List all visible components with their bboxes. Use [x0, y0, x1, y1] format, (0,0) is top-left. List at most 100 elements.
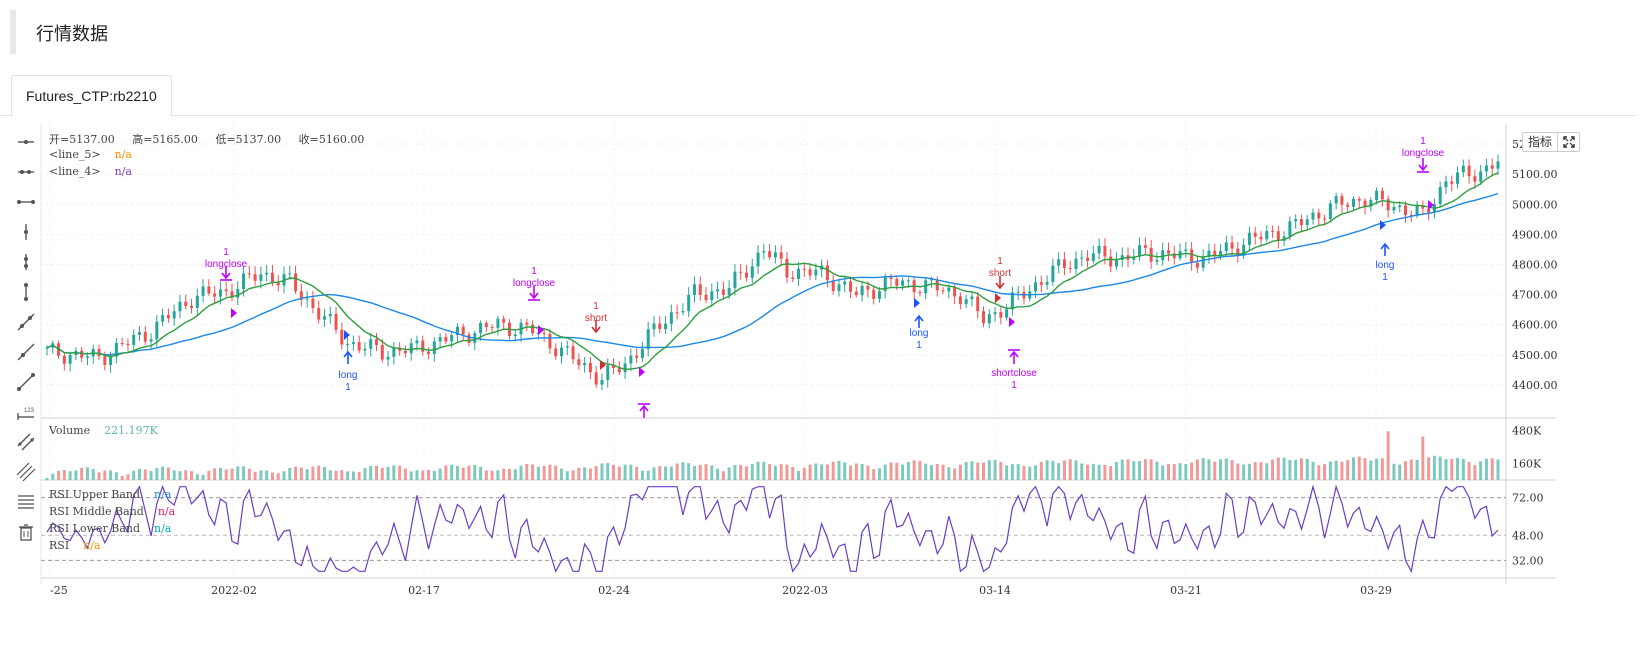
- candle-body: [716, 289, 720, 292]
- volume-bar: [1450, 458, 1454, 480]
- candle-body: [1421, 205, 1425, 209]
- volume-bar: [322, 467, 326, 480]
- candle-body: [190, 305, 194, 308]
- volume-bar: [1062, 460, 1066, 480]
- parallel-channel-icon[interactable]: [12, 430, 40, 454]
- volume-bar: [247, 468, 251, 480]
- fullscreen-button[interactable]: [1558, 132, 1580, 152]
- volume-bar: [149, 471, 153, 480]
- candle-body: [155, 321, 159, 340]
- candle-body: [502, 318, 506, 323]
- chart-canvas[interactable]: 5200.005100.005000.004900.004800.004700.…: [0, 124, 1644, 645]
- volume-bar: [166, 467, 170, 480]
- trash-icon[interactable]: [12, 520, 40, 544]
- candle-body: [860, 285, 864, 296]
- time-tick-label: -25: [50, 584, 68, 597]
- volume-bar: [386, 467, 390, 480]
- volume-bar: [1328, 461, 1332, 480]
- horizontal-segment-icon[interactable]: [12, 190, 40, 214]
- volume-bar: [161, 466, 165, 480]
- horizontal-ray-icon[interactable]: [12, 160, 40, 184]
- volume-bar: [97, 472, 101, 480]
- horizontal-line-icon[interactable]: [12, 130, 40, 154]
- volume-bar: [664, 466, 668, 480]
- candle-body: [906, 280, 910, 282]
- signal-flag: [344, 330, 350, 340]
- legend-rsi-middle: RSI Middle Band n/a: [49, 505, 175, 518]
- volume-bar: [467, 465, 471, 480]
- chart-area[interactable]: 5200.005100.005000.004900.004800.004700.…: [0, 124, 1644, 645]
- fib-channel-icon[interactable]: [12, 460, 40, 484]
- volume-bar: [409, 471, 413, 480]
- candle-body: [455, 326, 459, 336]
- candle-body: [334, 313, 338, 330]
- candle-body: [1323, 218, 1327, 220]
- segment-line-icon[interactable]: [12, 370, 40, 394]
- candle-body: [1057, 259, 1061, 266]
- volume-bar: [964, 461, 968, 480]
- tab-futures-ctp-rb2210[interactable]: Futures_CTP:rb2210: [11, 75, 172, 117]
- legend-volume-name: Volume: [49, 424, 91, 437]
- candle-body: [178, 301, 182, 312]
- candle-body: [970, 296, 974, 300]
- volume-bar: [1432, 455, 1436, 480]
- volume-bar: [1178, 463, 1182, 480]
- volume-bar: [1091, 463, 1095, 480]
- volume-bar: [1323, 464, 1327, 480]
- vertical-segment-icon[interactable]: [12, 280, 40, 304]
- candle-body: [369, 339, 373, 349]
- volume-bar: [74, 470, 78, 480]
- volume-bar: [184, 470, 188, 480]
- trend-line-icon[interactable]: [12, 310, 40, 334]
- volume-bar: [218, 467, 222, 480]
- candle-body: [1369, 200, 1373, 207]
- price-tick-label: 5000.00: [1512, 198, 1558, 211]
- volume-bar: [1375, 458, 1379, 480]
- volume-bar: [802, 467, 806, 480]
- candle-body: [901, 280, 905, 286]
- rsi-tick-label: 32.00: [1512, 554, 1544, 567]
- volume-bar: [496, 470, 500, 480]
- page-title: 行情数据: [36, 24, 108, 44]
- price-tick-label: 4700.00: [1512, 289, 1558, 302]
- price-label-icon[interactable]: 123: [12, 400, 40, 424]
- volume-bar: [1351, 457, 1355, 480]
- fib-retracement-icon[interactable]: [12, 490, 40, 514]
- vertical-line-icon[interactable]: [12, 220, 40, 244]
- candle-body: [1427, 208, 1431, 213]
- candle-body: [889, 277, 893, 280]
- volume-tick-label: 480K: [1512, 424, 1542, 437]
- ray-line-icon[interactable]: [12, 340, 40, 364]
- candle-body: [1143, 245, 1147, 248]
- volume-bar: [1080, 463, 1084, 480]
- candle-body: [1357, 198, 1361, 201]
- candle-body: [1045, 281, 1049, 285]
- signal-label: 1: [345, 382, 351, 393]
- volume-bar: [1409, 459, 1413, 480]
- high-value: 高=5165.00: [132, 133, 198, 146]
- candle-body: [681, 311, 685, 313]
- volume-bar: [415, 470, 419, 480]
- candle-body: [97, 348, 101, 357]
- indicator-button[interactable]: 指标: [1522, 132, 1558, 152]
- volume-bar: [1010, 464, 1014, 480]
- signal-shortclose: [638, 403, 650, 418]
- volume-bar: [883, 464, 887, 480]
- volume-bar: [918, 460, 922, 480]
- volume-bar: [1282, 457, 1286, 480]
- volume-bar: [953, 468, 957, 480]
- volume-bar: [1461, 458, 1465, 480]
- signal-label: short: [989, 268, 1011, 279]
- legend-line5-name: <line_5>: [49, 148, 101, 161]
- volume-bar: [716, 468, 720, 480]
- candle-body: [1039, 282, 1043, 285]
- candle-body: [207, 286, 211, 294]
- volume-bar: [1305, 458, 1309, 480]
- candle-body: [976, 296, 980, 312]
- signal-label: longclose: [1402, 148, 1445, 159]
- candle-body: [594, 372, 598, 385]
- ma-fast-line: [46, 172, 1499, 371]
- volume-bar: [1438, 456, 1442, 480]
- vertical-ray-icon[interactable]: [12, 250, 40, 274]
- volume-bar: [1034, 465, 1038, 480]
